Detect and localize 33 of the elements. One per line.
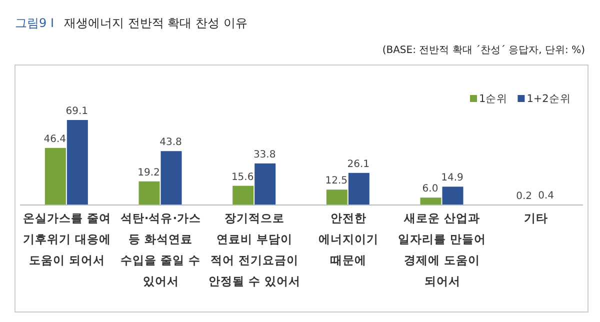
data-label: 12.5 — [325, 176, 348, 187]
caption: 그림9 I — [15, 16, 54, 30]
data-label: 6.0 — [422, 184, 438, 195]
legend-label: 1+2순위 — [526, 93, 571, 105]
bar — [44, 148, 66, 205]
bar — [66, 120, 88, 205]
x-tick-label: 장기적으로 연료비 부담이 적어 전기요금이 안정될 수 있어서 — [208, 211, 301, 288]
chart-title: 재생에너지 전반적 확대 찬성 이유 — [64, 16, 248, 30]
bar — [254, 163, 276, 205]
x-tick-label: 석탄·석유·가스 등 화석연료 수입을 줄일 수 있어서 — [120, 211, 202, 288]
chart-subtitle: (BASE: 전반적 확대 ´찬성´ 응답자, 단위: %) — [382, 45, 586, 56]
x-tick-label: 기타 — [524, 211, 548, 225]
data-label: 69.1 — [66, 106, 88, 117]
data-label: 19.2 — [138, 167, 160, 178]
bar — [138, 181, 160, 205]
x-tick-label: 새로운 산업과 일자리를 만들어 경제에 도움이 되어서 — [398, 211, 486, 288]
data-label: 0.2 — [516, 190, 532, 202]
x-tick-label: 안전한 에너지이기 때문에 — [318, 211, 378, 267]
data-label: 14.9 — [441, 172, 464, 184]
bar — [160, 151, 182, 205]
data-label: 0.4 — [538, 190, 554, 202]
bar — [420, 198, 442, 205]
bar — [442, 186, 464, 205]
data-label: 43.8 — [160, 137, 182, 148]
bar — [326, 190, 348, 205]
bar — [232, 186, 254, 205]
legend-label: 1순위 — [479, 93, 508, 105]
data-label: 33.8 — [253, 149, 276, 160]
bar — [348, 172, 370, 205]
data-label: 46.4 — [44, 134, 66, 145]
data-label: 26.1 — [347, 158, 370, 170]
data-label: 15.6 — [231, 172, 254, 183]
x-tick-label: 온실가스를 줄여 기후위기 대응에 도움이 되어서 — [22, 211, 111, 267]
